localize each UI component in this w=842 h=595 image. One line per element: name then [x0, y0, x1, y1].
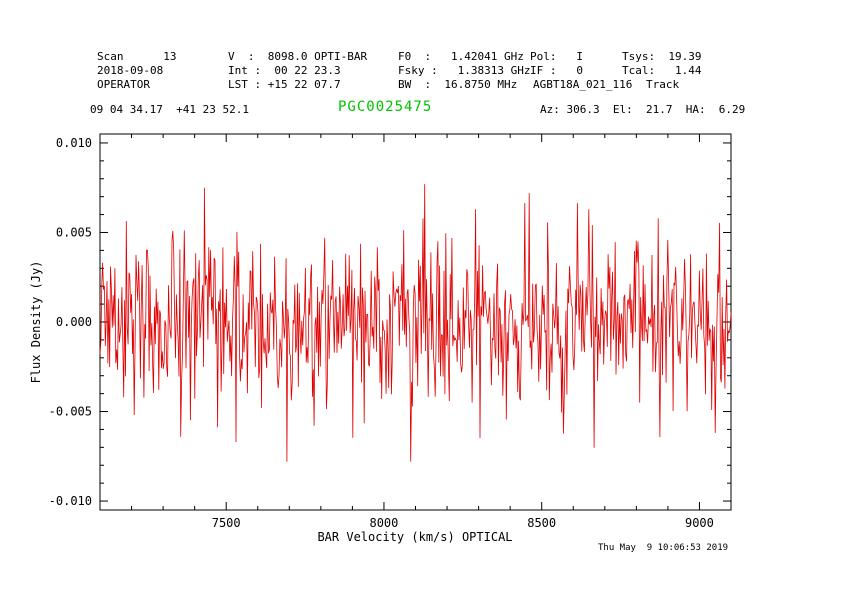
y-tick-label: 0.000	[56, 315, 92, 329]
axis-ticks	[100, 134, 731, 510]
y-tick-label: -0.010	[49, 494, 92, 508]
x-tick-label: 9000	[685, 516, 714, 530]
y-tick-label: 0.010	[56, 136, 92, 150]
y-axis-title: Flux Density (Jy)	[29, 261, 43, 384]
header-project: AGBT18A_021_116	[533, 78, 633, 91]
header-int-time: Int : 00 22 23.3	[228, 64, 341, 77]
axis-tick-labels: 7500 8000 8500 9000 -0.010 -0.005 0.000 0.005 0.…	[49, 136, 714, 530]
y-tick-label: 0.005	[56, 225, 92, 239]
x-tick-label: 8500	[527, 516, 556, 530]
x-tick-label: 7500	[212, 516, 241, 530]
header-lst: LST : +15 22 07.7	[228, 78, 341, 91]
x-axis-title: BAR Velocity (km/s) OPTICAL	[317, 530, 512, 544]
x-tick-label: 8000	[369, 516, 398, 530]
header-tsys: Tsys: 19.39	[622, 50, 702, 63]
header-az-el-ha: Az: 306.3 El: 21.7 HA: 6.29	[540, 103, 746, 116]
header-bw: BW : 16.8750 MHz	[398, 78, 518, 91]
header-fsky: Fsky : 1.38313 GHz	[398, 64, 531, 77]
header-if: IF : 0	[530, 64, 583, 77]
y-tick-label: -0.005	[49, 405, 92, 419]
spectrum-trace	[99, 184, 732, 462]
header-scan: Scan 13	[97, 50, 177, 63]
header-velocity: V : 8098.0 OPTI-BAR	[228, 50, 368, 63]
header-f0: F0 : 1.42041 GHz	[398, 50, 524, 63]
header-procedure: Track	[646, 78, 680, 91]
header-observer: OPERATOR	[97, 78, 150, 91]
header-tcal: Tcal: 1.44	[622, 64, 702, 77]
header-coordinates: 09 04 34.17 +41 23 52.1	[90, 103, 249, 116]
source-name: PGC0025475	[338, 99, 433, 115]
plot-timestamp: Thu May 9 10:06:53 2019	[598, 543, 729, 553]
header-date: 2018-09-08	[97, 64, 164, 77]
header-pol: Pol: I	[530, 50, 583, 63]
